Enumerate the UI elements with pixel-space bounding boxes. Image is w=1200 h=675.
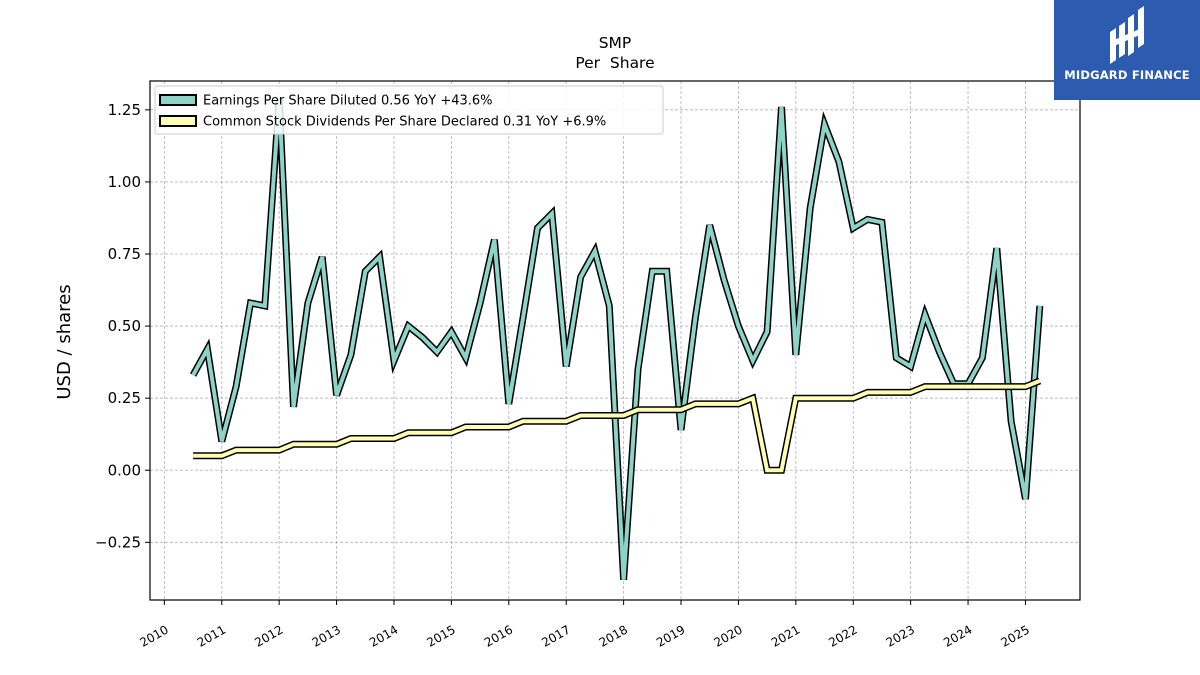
series-outline	[190, 98, 1044, 581]
y-tick-label: 0.00	[108, 461, 141, 479]
y-tick-label: 1.00	[108, 173, 141, 191]
chart-title: SMP	[599, 34, 632, 52]
x-tick-label: 2025	[999, 622, 1032, 649]
y-tick-label: −0.25	[95, 533, 141, 551]
x-tick-label: 2024	[941, 622, 974, 649]
plot-frame	[149, 80, 1081, 601]
x-tick-label: 2013	[310, 622, 343, 649]
y-tick-label: 0.75	[108, 245, 141, 263]
y-tick-label: 0.50	[108, 317, 141, 335]
x-axis: 2010 2011 2012 2013 2014 2015 2016 2017 2018 2019…	[137, 600, 1032, 650]
legend-box	[154, 85, 664, 135]
x-tick-label: 2012	[252, 622, 285, 649]
y-tick-label: 1.25	[108, 101, 141, 119]
x-tick-label: 2020	[711, 622, 744, 649]
series-layer	[190, 98, 1044, 581]
y-axis-label: USD / shares	[54, 284, 75, 399]
midgard-logo-icon	[1110, 6, 1144, 64]
x-tick-label: 2018	[597, 622, 630, 649]
x-tick-label: 2010	[137, 622, 170, 649]
x-tick-label: 2015	[424, 622, 457, 649]
x-tick-label: 2019	[654, 622, 687, 649]
y-axis: −0.25 0.00 0.25 0.50 0.75 1.00 1.25	[95, 101, 150, 551]
x-tick-label: 2017	[539, 622, 572, 649]
x-tick-label: 2011	[195, 622, 228, 649]
legend-label: Common Stock Dividends Per Share Declare…	[203, 115, 606, 130]
x-tick-label: 2014	[367, 622, 400, 649]
series-line	[193, 379, 1041, 473]
x-tick-label: 2023	[884, 622, 917, 649]
legend: Earnings Per Share Diluted 0.56 YoY +43.…	[154, 85, 664, 135]
chart-subtitle: Per Share	[575, 54, 654, 72]
brand-logo: MIDGARD FINANCE	[1054, 0, 1200, 100]
brand-name: MIDGARD FINANCE	[1064, 68, 1190, 82]
legend-label: Earnings Per Share Diluted 0.56 YoY +43.…	[203, 94, 493, 109]
x-tick-label: 2021	[769, 622, 802, 649]
legend-swatch	[159, 94, 197, 106]
x-tick-label: 2022	[826, 622, 859, 649]
series-line	[191, 98, 1042, 580]
legend-swatch	[159, 115, 197, 127]
x-tick-label: 2016	[482, 622, 515, 649]
y-tick-label: 0.25	[108, 389, 141, 407]
